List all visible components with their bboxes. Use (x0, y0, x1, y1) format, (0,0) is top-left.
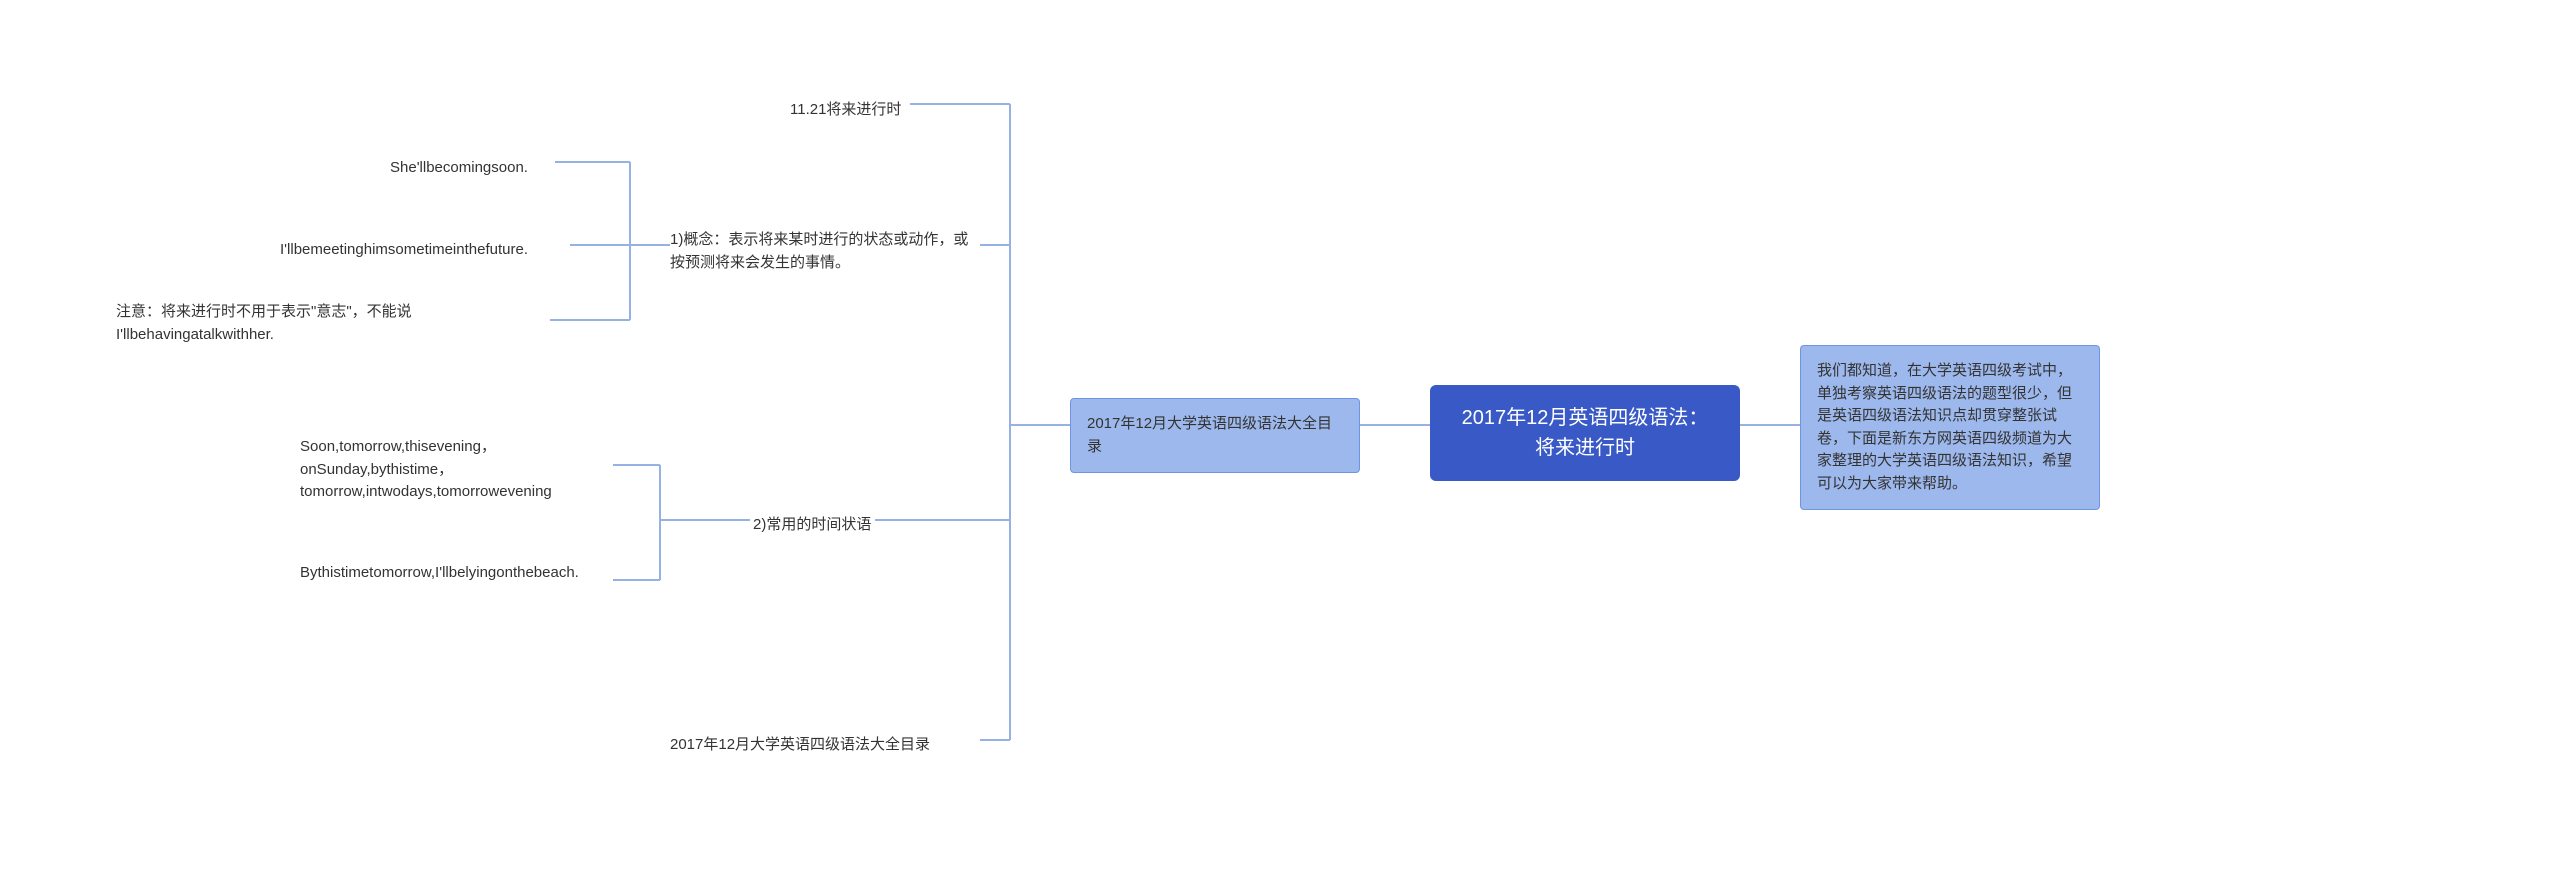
topic-3: 2)常用的时间状语 (753, 510, 871, 541)
leaf-3a: Soon,tomorrow,thisevening，onSunday,bythi… (300, 432, 610, 508)
leaf-3a-label: Soon,tomorrow,thisevening，onSunday,bythi… (300, 438, 552, 500)
root-label: 2017年12月英语四级语法：将来进行时 (1462, 407, 1709, 459)
intro-box: 我们都知道，在大学英语四级考试中，单独考察英语四级语法的题型很少，但是英语四级语… (1800, 345, 2100, 510)
topic-1: 11.21将来进行时 (790, 95, 901, 126)
leaf-2b: I'llbemeetinghimsometimeinthefuture. (280, 235, 528, 266)
leaf-2b-label: I'llbemeetinghimsometimeinthefuture. (280, 241, 528, 258)
leaf-2a-label: She'llbecomingsoon. (390, 159, 528, 176)
topic-2: 1)概念：表示将来某时进行的状态或动作，或按预测将来会发生的事情。 (670, 225, 980, 278)
topic-4: 2017年12月大学英语四级语法大全目录 (670, 730, 980, 761)
leaf-3b: Bythistimetomorrow,I'llbelyingonthebeach… (300, 558, 610, 589)
toc-text: 2017年12月大学英语四级语法大全目录 (1087, 415, 1332, 455)
intro-text: 我们都知道，在大学英语四级考试中，单独考察英语四级语法的题型很少，但是英语四级语… (1817, 362, 2072, 492)
toc-box: 2017年12月大学英语四级语法大全目录 (1070, 398, 1360, 473)
leaf-2a: She'llbecomingsoon. (390, 153, 528, 184)
leaf-3b-label: Bythistimetomorrow,I'llbelyingonthebeach… (300, 564, 579, 581)
leaf-2c-label: 注意：将来进行时不用于表示"意志"，不能说I'llbehavingatalkwi… (116, 303, 412, 343)
topic-3-label: 2)常用的时间状语 (753, 516, 871, 533)
leaf-2c: 注意：将来进行时不用于表示"意志"，不能说I'llbehavingatalkwi… (116, 297, 436, 350)
topic-2-label: 1)概念：表示将来某时进行的状态或动作，或按预测将来会发生的事情。 (670, 231, 968, 271)
topic-1-label: 11.21将来进行时 (790, 101, 901, 118)
topic-4-label: 2017年12月大学英语四级语法大全目录 (670, 736, 930, 753)
root-node: 2017年12月英语四级语法：将来进行时 (1430, 385, 1740, 481)
